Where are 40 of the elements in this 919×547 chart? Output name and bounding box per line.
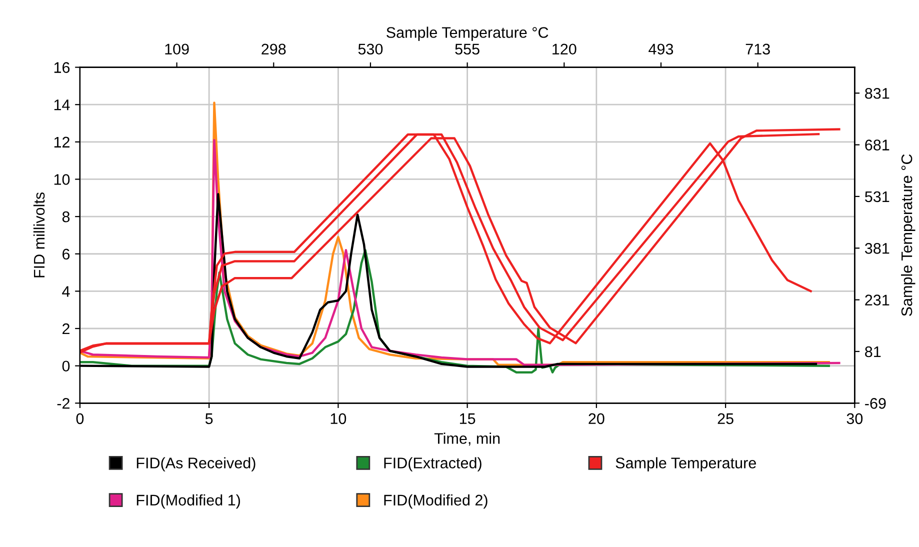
x-tick-label: 5 xyxy=(205,413,213,424)
y2-tick-label: 81 xyxy=(865,346,881,358)
x-tick-label: 15 xyxy=(460,413,476,424)
y2-tick-label: 681 xyxy=(865,140,890,150)
legend-label: FID(Modified 2) xyxy=(384,494,488,509)
y2-tick-label: 831 xyxy=(865,88,890,99)
y-tick-label: 0 xyxy=(62,360,70,372)
y-tick-label: 6 xyxy=(62,248,70,260)
x-tick-label: 30 xyxy=(846,413,863,424)
text: 298 xyxy=(262,44,286,55)
text: 530 xyxy=(358,44,383,55)
y-tick-label: -2 xyxy=(57,398,70,409)
text: 109 xyxy=(165,44,189,55)
y-tick-label: 2 xyxy=(62,323,70,334)
y2-tick-label: 531 xyxy=(865,191,890,202)
x2-axis-title: Sample Temperature °C xyxy=(386,26,548,41)
legend-label: FID(As Received) xyxy=(136,457,256,472)
x-tick-label: 0 xyxy=(76,413,84,424)
x-axis-title: Time, min xyxy=(434,432,500,446)
y-tick-label: 4 xyxy=(62,286,70,297)
y-tick-label: 16 xyxy=(54,62,70,73)
text: 120 xyxy=(552,44,576,55)
legend-label: FID(Extracted) xyxy=(384,457,482,472)
y-axis-title: FID millivolts xyxy=(33,192,45,278)
legend-label: Sample Temperature xyxy=(616,457,756,472)
text: 713 xyxy=(746,44,770,55)
text: 555 xyxy=(455,44,480,55)
y-tick-label: 14 xyxy=(54,100,70,110)
x-tick-label: 10 xyxy=(330,413,346,424)
legend-label: FID(Modified 1) xyxy=(136,494,240,509)
y-tick-label: 10 xyxy=(54,174,70,185)
y2-axis-title: Sample Temperature °C xyxy=(900,154,916,316)
y2-tick-label: 231 xyxy=(865,294,890,306)
y2-tick-label: -69 xyxy=(865,398,886,409)
x-tick-label: 25 xyxy=(718,413,734,424)
y-tick-label: 8 xyxy=(62,211,70,222)
x-tick-label: 20 xyxy=(588,413,604,424)
text: 493 xyxy=(648,44,674,55)
y2-tick-label: 381 xyxy=(864,242,890,254)
y-tick-label: 12 xyxy=(54,136,70,148)
